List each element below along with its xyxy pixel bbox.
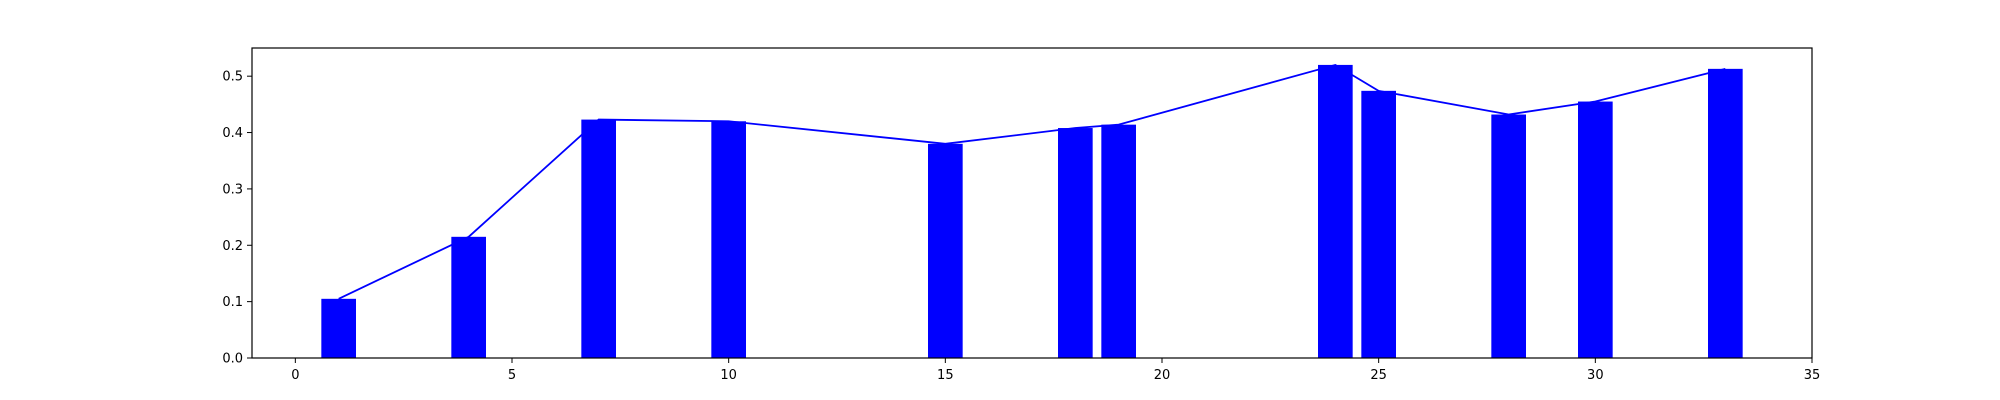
bars-group — [321, 64, 1743, 359]
x-axis: 0 5 10 15 20 25 30 35 — [291, 358, 1820, 383]
bar-28 — [1491, 114, 1526, 358]
bar-15 — [928, 143, 963, 358]
bar-7 — [581, 119, 616, 358]
x-tick-label-35: 35 — [1804, 368, 1821, 383]
x-tick-label-30: 30 — [1587, 368, 1604, 383]
y-tick-label-0.4: 0.4 — [222, 126, 243, 141]
y-tick-label-0.2: 0.2 — [222, 239, 243, 254]
bar-19 — [1101, 124, 1136, 359]
bar-4 — [451, 236, 486, 358]
bar-24 — [1318, 64, 1353, 358]
y-tick-label-0.1: 0.1 — [222, 295, 243, 310]
x-tick-label-15: 15 — [937, 368, 954, 383]
x-tick-label-20: 20 — [1154, 368, 1171, 383]
x-tick-label-25: 25 — [1370, 368, 1387, 383]
bar-30 — [1578, 101, 1613, 358]
bar-33 — [1708, 68, 1743, 358]
plot-area — [251, 47, 1813, 359]
x-tick-label-10: 10 — [720, 368, 737, 383]
x-tick-label-5: 5 — [508, 368, 516, 383]
bar-10 — [711, 121, 746, 358]
y-tick-label-0.5: 0.5 — [222, 70, 243, 85]
line-group — [338, 63, 1726, 300]
bar-18 — [1058, 128, 1093, 358]
x-tick-label-0: 0 — [291, 368, 299, 383]
axes-frame — [251, 47, 1813, 359]
y-axis: 0.0 0.1 0.2 0.3 0.4 0.5 — [222, 70, 252, 367]
y-tick-label-0: 0.0 — [222, 352, 243, 367]
bar-1 — [321, 298, 356, 358]
series-line — [338, 63, 1726, 300]
y-tick-label-0.3: 0.3 — [222, 182, 243, 197]
bar-25 — [1361, 90, 1396, 358]
